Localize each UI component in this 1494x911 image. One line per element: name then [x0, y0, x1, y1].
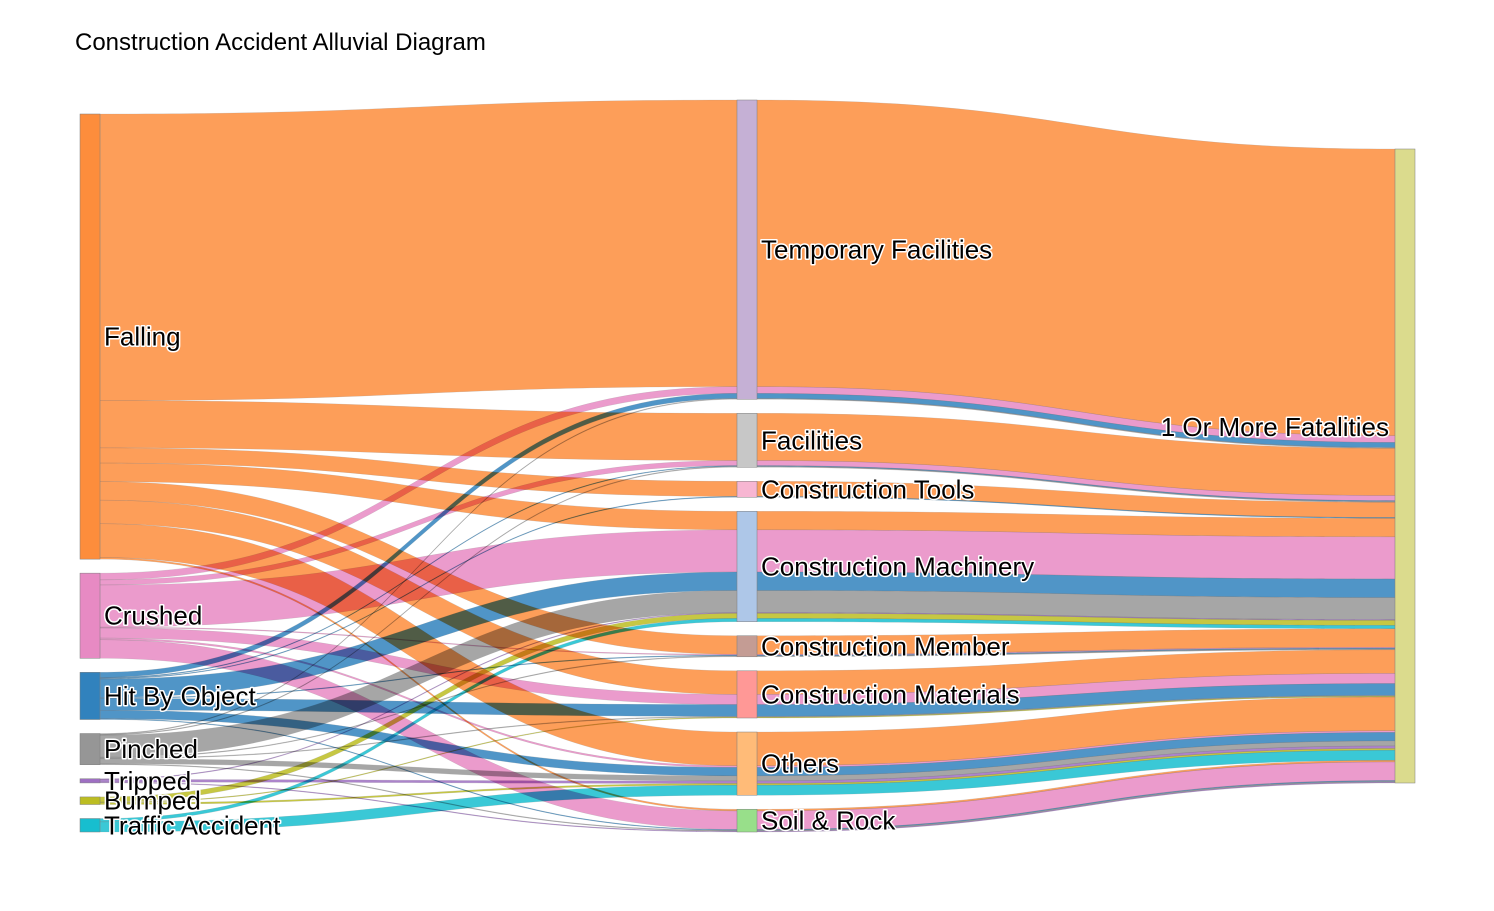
- links-layer: [99, 99, 1396, 833]
- node-label-falling: Falling: [104, 322, 181, 352]
- node-hit-by-object[interactable]: [79, 672, 101, 720]
- node-label-soil-and-rock: Soil & Rock: [761, 806, 896, 836]
- node-bumped[interactable]: [79, 796, 101, 805]
- node-label-pinched: Pinched: [104, 734, 198, 764]
- node-label-crushed: Crushed: [104, 601, 202, 631]
- nodes-layer: [79, 99, 1416, 833]
- node-label-1-or-more-fatalities: 1 Or More Fatalities: [1161, 412, 1389, 442]
- node-construction-materials[interactable]: [736, 670, 758, 719]
- node-construction-tools[interactable]: [736, 481, 758, 498]
- labels-layer: Falling Crushed Hit By Object PinchedTrippe…: [103, 233, 1391, 842]
- node-label-traffic-accident: Traffic Accident: [104, 810, 281, 840]
- node-label-bumped: Bumped: [104, 786, 201, 816]
- node-others[interactable]: [736, 731, 758, 796]
- link-falling-to-temporary-facilities[interactable]: [99, 99, 738, 401]
- node-label-facilities: Facilities: [761, 425, 862, 455]
- node-label-construction-materials: Construction Materials: [761, 679, 1020, 709]
- node-label-others: Others: [761, 749, 839, 779]
- node-tripped[interactable]: [79, 778, 101, 784]
- node-label-construction-member: Construction Member: [761, 631, 1010, 661]
- node-falling[interactable]: [79, 113, 101, 560]
- node-soil-and-rock[interactable]: [736, 808, 758, 833]
- link-temporary-facilities-to-1-or-more-fatalities-from-falling[interactable]: [756, 99, 1396, 436]
- chart-title: Construction Accident Alluvial Diagram: [75, 29, 486, 56]
- node-label-construction-tools: Construction Tools: [761, 474, 974, 504]
- node-temporary-facilities[interactable]: [736, 99, 758, 400]
- node-1-or-more-fatalities[interactable]: [1394, 148, 1416, 784]
- node-label-temporary-facilities: Temporary Facilities: [761, 235, 992, 265]
- node-construction-machinery[interactable]: [736, 511, 758, 622]
- node-construction-member[interactable]: [736, 635, 758, 658]
- node-crushed[interactable]: [79, 572, 101, 659]
- node-label-tripped: Tripped: [104, 766, 191, 796]
- node-label-construction-machinery: Construction Machinery: [761, 551, 1034, 581]
- node-label-hit-by-object: Hit By Object: [104, 681, 256, 711]
- node-pinched[interactable]: [79, 733, 101, 765]
- node-traffic-accident[interactable]: [79, 818, 101, 833]
- node-facilities[interactable]: [736, 413, 758, 468]
